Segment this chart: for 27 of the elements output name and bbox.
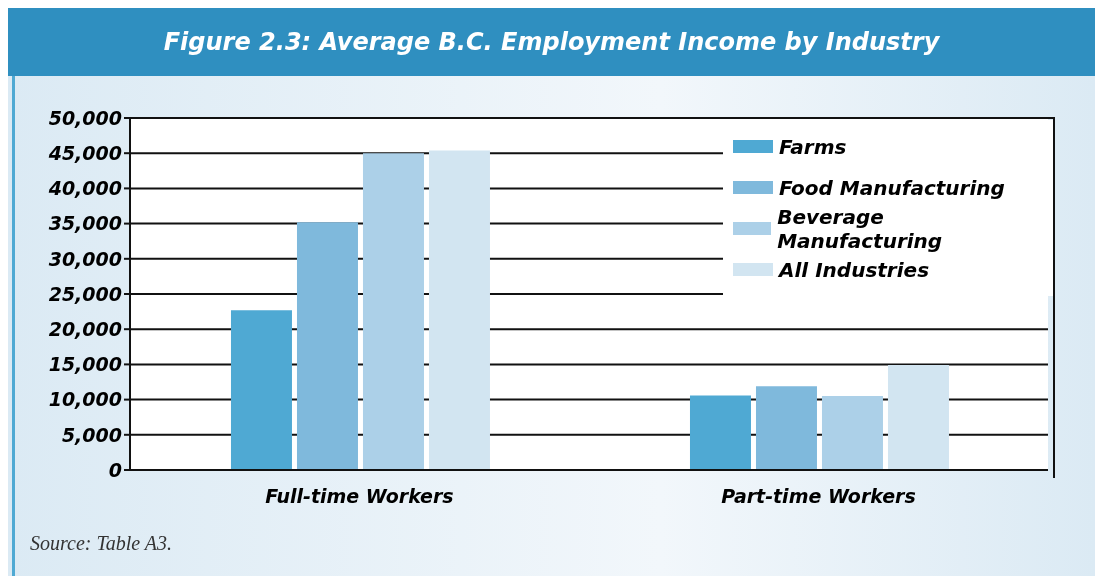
bar <box>428 150 490 470</box>
y-tick-label: 0 <box>108 458 122 481</box>
y-tick-label: 35,000 <box>48 212 122 235</box>
legend-label: All Industries <box>779 257 930 282</box>
y-tick-label: 10,000 <box>48 388 122 411</box>
y-tick-label: 50,000 <box>48 106 122 129</box>
legend-label: Beverage Manufacturing <box>777 204 944 253</box>
bar <box>821 396 883 470</box>
x-tick-label: Full-time Workers <box>265 485 454 508</box>
y-tick-label: 20,000 <box>48 317 122 340</box>
y-tick-label: 15,000 <box>48 353 122 376</box>
y-tick-label: 45,000 <box>47 141 122 164</box>
y-tick-label: 40,000 <box>47 177 122 200</box>
y-tick-label: 25,000 <box>48 282 122 305</box>
bar <box>887 365 949 470</box>
y-tick-label: 5,000 <box>61 423 122 446</box>
bar <box>230 310 292 470</box>
x-tick-label: Part-time Workers <box>721 485 916 508</box>
y-tick-label: 30,000 <box>48 247 122 270</box>
source-note: Source: Table A3. <box>30 532 173 555</box>
legend-label: Farms <box>779 134 847 159</box>
legend-label: Food Manufacturing <box>779 175 1005 200</box>
bar <box>362 153 424 470</box>
chart-title: Figure 2.3: Average B.C. Employment Income by Industry <box>8 8 1095 76</box>
bar <box>296 222 358 470</box>
bar <box>689 395 751 470</box>
bar <box>755 386 817 470</box>
